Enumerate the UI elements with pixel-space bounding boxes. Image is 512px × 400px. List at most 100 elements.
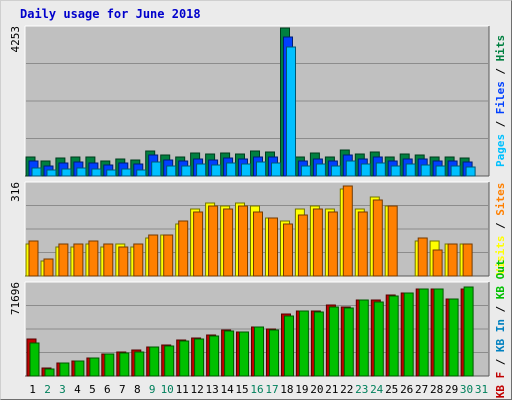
panel-3-bar-kb-out-day-15 <box>239 331 249 377</box>
panel-1-bar-pages-day-29 <box>450 165 461 177</box>
day-label-2: 2 <box>44 383 51 396</box>
day-label-21: 21 <box>325 383 338 396</box>
panel-3-bar-kb-out-day-17 <box>269 329 279 377</box>
panel-1-bar-pages-day-20 <box>315 163 326 177</box>
panel-3-bar-kb-out-day-7 <box>119 352 130 377</box>
day-label-8: 8 <box>134 383 141 396</box>
panel-2-bar-sites-day-2 <box>43 258 54 277</box>
panel-2-bar-sites-day-17 <box>268 217 278 277</box>
panel-3-bar-kb-out-day-20 <box>313 311 324 377</box>
panel-2-legend-sites: Sites <box>494 183 507 216</box>
panel-1-bar-pages-day-23 <box>360 163 371 177</box>
panel-1-bar-pages-day-21 <box>330 165 341 177</box>
day-label-23: 23 <box>355 383 368 396</box>
day-label-18: 18 <box>280 383 293 396</box>
panel-2-bar-sites-day-22 <box>342 185 353 277</box>
panel-3-bar-kb-out-day-16 <box>254 326 264 377</box>
panel-2-legend-visits: Visits <box>494 235 507 275</box>
panel-1-legend-hits: Hits <box>494 35 507 62</box>
panel-3-bar-kb-out-day-25 <box>388 295 399 377</box>
panel-1-bar-pages-day-24 <box>375 162 386 177</box>
panel-1-bar-pages-day-1 <box>31 167 42 177</box>
panel-2-bar-sites-day-12 <box>193 211 204 277</box>
panel-3-bar-kb-out-day-9 <box>149 346 160 377</box>
panel-3-legend-kb-out: KB Out <box>494 260 507 300</box>
panel-1-bar-pages-day-12 <box>196 163 207 177</box>
panel-3-bar-kb-out-day-29 <box>448 298 459 377</box>
panel-3-bar-kb-out-day-10 <box>164 345 175 377</box>
panel-2-bar-sites-day-20 <box>312 208 323 277</box>
panel-3-bar-kb-out-day-8 <box>134 351 145 377</box>
panel-3-bar-kb-out-day-4 <box>74 360 85 377</box>
panel-2-bar-sites-day-13 <box>208 205 219 277</box>
panel-3-bar-kb-out-day-12 <box>194 338 205 377</box>
day-label-9: 9 <box>149 383 156 396</box>
day-label-3: 3 <box>59 383 66 396</box>
panel-3-bar-kb-out-day-6 <box>104 353 115 377</box>
day-label-27: 27 <box>415 383 428 396</box>
day-label-4: 4 <box>74 383 81 396</box>
day-label-28: 28 <box>430 383 443 396</box>
panel-1-bar-pages-day-2 <box>46 169 57 177</box>
panel-1-bar-pages-day-16 <box>256 161 266 177</box>
panel-2-bar-sites-day-7 <box>118 246 129 277</box>
panel-1-bar-pages-day-6 <box>106 169 117 177</box>
panel-1-bar-pages-day-25 <box>390 165 401 177</box>
day-label-11: 11 <box>176 383 189 396</box>
panel-1-bar-pages-day-7 <box>121 168 132 177</box>
chart-title: Daily usage for June 2018 <box>20 7 201 21</box>
panel-3-bar-kb-out-day-1 <box>29 342 40 377</box>
panel-2-bar-sites-day-27 <box>417 237 428 277</box>
day-label-5: 5 <box>89 383 96 396</box>
panel-1-bar-pages-day-9 <box>151 161 162 177</box>
day-label-24: 24 <box>370 383 384 396</box>
panel-2-bar-sites-day-4 <box>73 243 84 277</box>
panel-1-bar-pages-day-11 <box>181 165 192 177</box>
panel-2-bar-sites-day-19 <box>297 214 308 277</box>
panel-3-bar-kb-out-day-22 <box>343 307 354 377</box>
day-label-7: 7 <box>119 383 126 396</box>
panel-1-legend-separator-1: / <box>494 120 507 127</box>
panel-2-bar-sites-day-25 <box>387 205 398 277</box>
panel-3-bar-kb-out-day-21 <box>328 306 339 377</box>
panel-1-bar-pages-day-3 <box>61 168 72 177</box>
panel-2-bar-sites-day-21 <box>327 211 338 277</box>
panel-1-bar-pages-day-18 <box>286 46 296 177</box>
day-label-13: 13 <box>205 383 218 396</box>
panel-1-bar-pages-day-22 <box>345 160 356 177</box>
panel-3-legend-kb-f: KB F <box>494 372 507 399</box>
panel-1-bar-pages-day-17 <box>271 162 281 177</box>
panel-2-bar-sites-day-15 <box>238 205 248 277</box>
panel-2-bar-sites-day-6 <box>103 243 114 277</box>
panel-2-bar-sites-day-30 <box>462 243 473 277</box>
panel-3-bar-kb-out-day-24 <box>373 301 384 377</box>
panel-1-bar-pages-day-14 <box>226 162 237 177</box>
panel-3-bar-kb-out-day-18 <box>284 315 294 377</box>
panel-2-bar-sites-day-9 <box>148 234 159 277</box>
panel-1-bar-pages-day-15 <box>241 163 251 177</box>
day-label-14: 14 <box>220 383 234 396</box>
panel-2-bar-sites-day-23 <box>357 211 368 277</box>
day-label-12: 12 <box>190 383 203 396</box>
panel-3-bar-kb-out-day-27 <box>418 288 429 377</box>
panel-3-bar-kb-out-day-28 <box>433 288 444 377</box>
panel-2-bar-sites-day-28 <box>432 249 443 277</box>
panel-2-bar-sites-day-18 <box>283 223 293 277</box>
panel-3-bar-kb-out-day-11 <box>179 340 190 377</box>
panel-2-bar-sites-day-5 <box>88 240 99 277</box>
day-label-20: 20 <box>310 383 323 396</box>
day-label-10: 10 <box>161 383 174 396</box>
panel-2-bar-sites-day-1 <box>28 240 39 277</box>
day-label-16: 16 <box>250 383 263 396</box>
panel-1-legend-separator-2: / <box>494 68 507 75</box>
day-label-17: 17 <box>265 383 278 396</box>
panel-1-legend-files: Files <box>494 81 507 114</box>
panel-2-bar-sites-day-10 <box>163 234 174 277</box>
panel-3-legend-separator-2: / <box>494 306 507 313</box>
day-label-25: 25 <box>385 383 398 396</box>
panel-2-bar-sites-day-29 <box>447 243 458 277</box>
panel-3-bar-kb-out-day-19 <box>298 310 309 377</box>
panel-3-bar-kb-out-day-13 <box>209 335 220 377</box>
day-label-31: 31 <box>475 383 488 396</box>
